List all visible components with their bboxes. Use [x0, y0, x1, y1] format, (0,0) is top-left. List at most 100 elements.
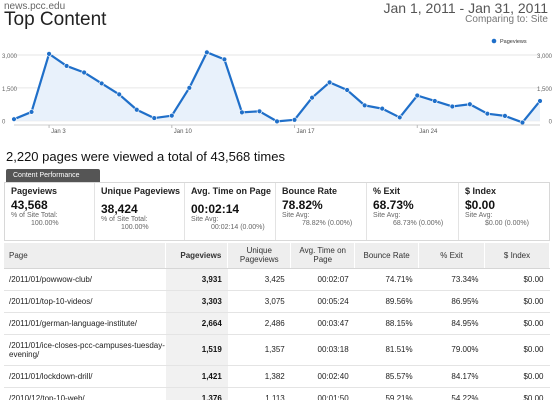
cell-index: $0.00 — [485, 268, 550, 290]
data-point — [362, 103, 367, 108]
metric-sub-value: 100.00% — [11, 220, 94, 228]
data-point — [327, 80, 332, 85]
table-row: /2011/01/ice-closes-pcc-campuses-tuesday… — [4, 334, 550, 365]
metric-value: 38,424 — [101, 203, 184, 215]
column-header-avg-time[interactable]: Avg. Time on Page — [291, 243, 355, 268]
cell-unique-pageviews: 1,357 — [228, 334, 291, 365]
table-row: /2011/01/german-language-institute/ 2,66… — [4, 312, 550, 334]
cell-exit: 86.95% — [419, 290, 485, 312]
data-point — [538, 99, 543, 104]
comparison-label: Comparing to: Site — [465, 14, 548, 25]
cell-bounce-rate: 74.71% — [355, 268, 419, 290]
metric-pageviews: Pageviews 43,568 % of Site Total: 100.00… — [5, 183, 95, 240]
page-title: Top Content — [4, 9, 106, 31]
data-point — [134, 107, 139, 112]
data-point — [117, 92, 122, 97]
cell-avg-time: 00:05:24 — [291, 290, 355, 312]
metric-sub-value: 100.00% — [101, 224, 184, 232]
tab-content-performance[interactable]: Content Performance — [6, 169, 100, 182]
cell-avg-time: 00:03:47 — [291, 312, 355, 334]
data-point — [415, 93, 420, 98]
metric-sub-value: 68.73% (0.00%) — [373, 220, 458, 228]
metric-sub: Site Avg: — [282, 212, 366, 220]
data-point — [432, 99, 437, 104]
metric-sub: Site Avg: — [465, 212, 549, 220]
cell-unique-pageviews: 2,486 — [228, 312, 291, 334]
cell-avg-time: 00:02:07 — [291, 268, 355, 290]
metric-value: 68.73% — [373, 199, 458, 211]
column-header-index[interactable]: $ Index — [485, 243, 550, 268]
data-point — [275, 119, 280, 124]
page-link[interactable]: /2010/12/top-10-web/ — [4, 387, 166, 400]
legend-label: Pageviews — [500, 39, 527, 45]
metric-value: 43,568 — [11, 199, 94, 211]
cell-exit: 54.22% — [419, 387, 485, 400]
cell-index: $0.00 — [485, 312, 550, 334]
data-point — [64, 64, 69, 69]
data-point — [345, 88, 350, 93]
table-row: /2011/01/lockdown-drill/ 1,421 1,382 00:… — [4, 365, 550, 387]
page-link[interactable]: /2011/01/powwow-club/ — [4, 268, 166, 290]
cell-index: $0.00 — [485, 387, 550, 400]
summary-text: 2,220 pages were viewed a total of 43,56… — [6, 149, 285, 164]
data-point — [257, 109, 262, 114]
metrics-scorecard: Pageviews 43,568 % of Site Total: 100.00… — [4, 182, 550, 241]
table-row: /2010/12/top-10-web/ 1,376 1,113 00:01:5… — [4, 387, 550, 400]
cell-unique-pageviews: 1,113 — [228, 387, 291, 400]
metric-sub-value: 78.82% (0.00%) — [282, 220, 366, 228]
data-point — [99, 81, 104, 86]
metric-label: Pageviews — [11, 187, 94, 198]
y-tick-label-right: 0 — [549, 120, 553, 126]
page-link[interactable]: /2011/01/lockdown-drill/ — [4, 365, 166, 387]
legend-marker — [492, 39, 497, 44]
page-link[interactable]: /2011/01/top-10-videos/ — [4, 290, 166, 312]
column-header-page[interactable]: Page — [4, 243, 166, 268]
metric-label: $ Index — [465, 187, 549, 198]
pageviews-line-chart: 0 0 1,500 1,500 3,000 3,000 Jan 3 Jan 10 Jan 17 J… — [0, 30, 554, 140]
cell-exit: 84.17% — [419, 365, 485, 387]
cell-bounce-rate: 81.51% — [355, 334, 419, 365]
table-row: /2011/01/powwow-club/ 3,931 3,425 00:02:… — [4, 268, 550, 290]
metric-sub: % of Site Total: — [11, 212, 94, 220]
column-header-pageviews[interactable]: Pageviews — [166, 243, 228, 268]
content-table: Page Pageviews Unique Pageviews Avg. Tim… — [4, 243, 550, 400]
metric-sub: % of Site Total: — [101, 216, 184, 224]
data-point — [467, 102, 472, 107]
page-link[interactable]: /2011/01/german-language-institute/ — [4, 312, 166, 334]
cell-exit: 73.34% — [419, 268, 485, 290]
cell-avg-time: 00:02:40 — [291, 365, 355, 387]
metric-bounce-rate: Bounce Rate 78.82% Site Avg: 78.82% (0.0… — [276, 183, 367, 240]
data-point — [397, 115, 402, 120]
data-point — [169, 113, 174, 118]
metric-sub-value: 00:02:14 (0.00%) — [191, 224, 275, 232]
data-point — [310, 95, 315, 100]
cell-bounce-rate: 89.56% — [355, 290, 419, 312]
metric-value: 00:02:14 — [191, 203, 275, 215]
y-tick-label-left: 3,000 — [2, 54, 18, 60]
metric-exit: % Exit 68.73% Site Avg: 68.73% (0.00%) — [367, 183, 459, 240]
table-header-row: Page Pageviews Unique Pageviews Avg. Tim… — [4, 243, 550, 268]
data-point — [204, 50, 209, 55]
x-tick-label: Jan 17 — [297, 129, 316, 135]
y-tick-label-right: 3,000 — [537, 54, 553, 60]
cell-pageviews: 1,421 — [166, 365, 228, 387]
column-header-unique-pageviews[interactable]: Unique Pageviews — [228, 243, 291, 268]
cell-exit: 79.00% — [419, 334, 485, 365]
page-link[interactable]: /2011/01/ice-closes-pcc-campuses-tuesday… — [4, 334, 166, 365]
metric-label: Bounce Rate — [282, 187, 366, 198]
cell-avg-time: 00:03:18 — [291, 334, 355, 365]
cell-exit: 84.95% — [419, 312, 485, 334]
cell-unique-pageviews: 3,075 — [228, 290, 291, 312]
y-tick-label-left: 0 — [2, 120, 6, 126]
metric-value: $0.00 — [465, 199, 549, 211]
metric-sub-value: $0.00 (0.00%) — [465, 220, 549, 228]
data-point — [12, 117, 17, 122]
cell-pageviews: 1,519 — [166, 334, 228, 365]
data-point — [520, 120, 525, 125]
y-tick-label-left: 1,500 — [2, 87, 18, 93]
metric-avg-time-on-page: Avg. Time on Page 00:02:14 Site Avg: 00:… — [185, 183, 276, 240]
cell-pageviews: 3,303 — [166, 290, 228, 312]
column-header-bounce-rate[interactable]: Bounce Rate — [355, 243, 419, 268]
column-header-exit[interactable]: % Exit — [419, 243, 485, 268]
x-tick-label: Jan 24 — [419, 129, 438, 135]
